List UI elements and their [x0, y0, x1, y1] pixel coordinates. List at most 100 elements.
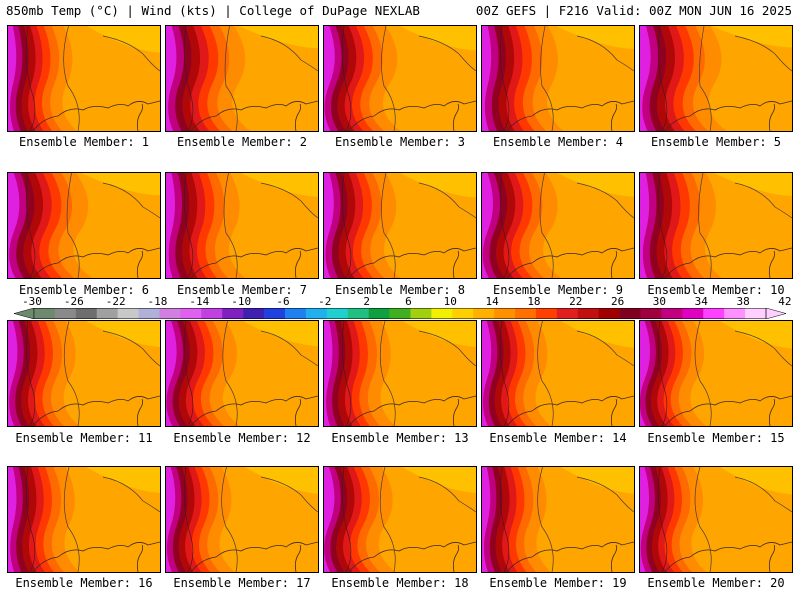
colorbar-swatch	[180, 308, 202, 319]
field-band	[8, 321, 18, 426]
coastline	[506, 247, 634, 278]
ensemble-member-map	[481, 172, 635, 279]
isotherm-contour	[576, 476, 634, 513]
colorbar-swatch	[243, 308, 265, 319]
ensemble-member-label: Ensemble Member: 4	[492, 135, 624, 149]
field-band-yellow	[400, 26, 476, 51]
field-band	[166, 26, 177, 131]
isotherm-contour	[342, 467, 352, 572]
coastline	[348, 247, 476, 278]
ensemble-member-map	[323, 25, 477, 132]
ensemble-member-map	[481, 25, 635, 132]
field-band	[482, 173, 494, 278]
isotherm-contour	[537, 467, 554, 572]
ensemble-member-label: Ensemble Member: 12	[173, 431, 311, 445]
coastline	[452, 103, 460, 131]
coastline	[348, 541, 476, 572]
isotherm-contour	[222, 321, 238, 426]
colorbar-swatch	[389, 308, 411, 319]
temperature-field	[640, 467, 792, 572]
field-band-yellow	[239, 26, 318, 49]
colorbar-tick-label: 22	[569, 295, 583, 308]
coastline	[768, 398, 776, 426]
colorbar-swatch	[264, 308, 286, 319]
field-band-yellow	[557, 173, 634, 197]
coastline	[190, 541, 318, 572]
colorbar-swatch	[703, 308, 725, 319]
coastline	[348, 100, 476, 131]
coastline	[32, 247, 160, 278]
colorbar-swatch	[54, 308, 77, 319]
ensemble-member-map	[481, 466, 635, 573]
temperature-field	[166, 173, 318, 278]
temperature-field	[482, 321, 634, 426]
isotherm-contour	[26, 173, 36, 278]
temperature-field	[166, 467, 318, 572]
isotherm-contour	[734, 182, 792, 219]
colorbar-tick-label: 10	[443, 295, 457, 308]
model-run-info: 00Z GEFS | F216 Valid: 00Z MON JUN 16 20…	[475, 3, 792, 18]
colorbar-tick-label: -14	[189, 295, 210, 308]
colorbar-swatch	[661, 308, 683, 319]
ensemble-member-map	[639, 172, 793, 279]
field-band	[8, 26, 17, 131]
coastline	[190, 247, 318, 278]
isotherm-contour	[418, 476, 476, 513]
coastline	[136, 250, 144, 278]
field-band-yellow	[87, 26, 160, 53]
colorbar-swatch	[515, 308, 537, 319]
colorbar-tick-label: -22	[105, 295, 126, 308]
colorbar-swatch	[326, 308, 349, 319]
field-band	[640, 321, 651, 426]
isotherm-contour	[342, 321, 352, 426]
isotherm-contour	[734, 35, 792, 72]
field-band-yellow	[720, 467, 792, 495]
colorbar-swatch	[201, 308, 223, 319]
temperature-field	[324, 173, 476, 278]
colorbar-tick-label: 26	[610, 295, 625, 308]
temperature-field	[8, 26, 160, 131]
field-band-yellow	[243, 321, 318, 347]
field-band-yellow	[720, 321, 792, 349]
isotherm-contour	[694, 467, 712, 572]
ensemble-member-label: Ensemble Member: 3	[334, 135, 466, 149]
field-band	[482, 26, 492, 131]
colorbar-swatch	[222, 308, 244, 319]
ensemble-member-label: Ensemble Member: 1	[18, 135, 150, 149]
temperature-field	[324, 26, 476, 131]
ensemble-member-map	[7, 25, 161, 132]
isotherm-contour	[184, 467, 194, 572]
ensemble-member-map	[639, 466, 793, 573]
field-band	[166, 173, 176, 278]
field-band-yellow	[241, 173, 318, 197]
field-band	[640, 26, 651, 131]
colorbar-swatch	[431, 308, 453, 319]
field-band-yellow	[556, 26, 634, 49]
isotherm-contour	[342, 26, 352, 131]
field-band-yellow	[86, 321, 160, 347]
isotherm-contour	[381, 26, 396, 131]
isotherm-contour	[260, 476, 318, 513]
field-band-yellow	[86, 467, 160, 493]
isotherm-contour	[102, 35, 160, 72]
field-band	[8, 173, 20, 278]
temperature-field	[8, 321, 160, 426]
temperature-field	[640, 26, 792, 131]
colorbar-swatch	[682, 308, 704, 319]
isotherm-contour	[418, 330, 476, 367]
colorbar-swatch	[452, 308, 474, 319]
colorbar-swatch	[368, 308, 390, 319]
isotherm-contour	[699, 26, 712, 131]
colorbar-tick-label: -2	[318, 295, 332, 308]
temperature-field	[8, 173, 160, 278]
coastline	[506, 395, 634, 426]
colorbar-svg	[14, 308, 786, 319]
field-band-yellow	[712, 26, 792, 48]
coastline	[136, 544, 144, 572]
ensemble-member-label: Ensemble Member: 2	[176, 135, 308, 149]
field-band	[640, 467, 650, 572]
field-band	[482, 467, 491, 572]
colorbar-tick-label: -6	[276, 295, 290, 308]
coastline	[768, 544, 776, 572]
ensemble-member-label: Ensemble Member: 10	[647, 283, 785, 297]
